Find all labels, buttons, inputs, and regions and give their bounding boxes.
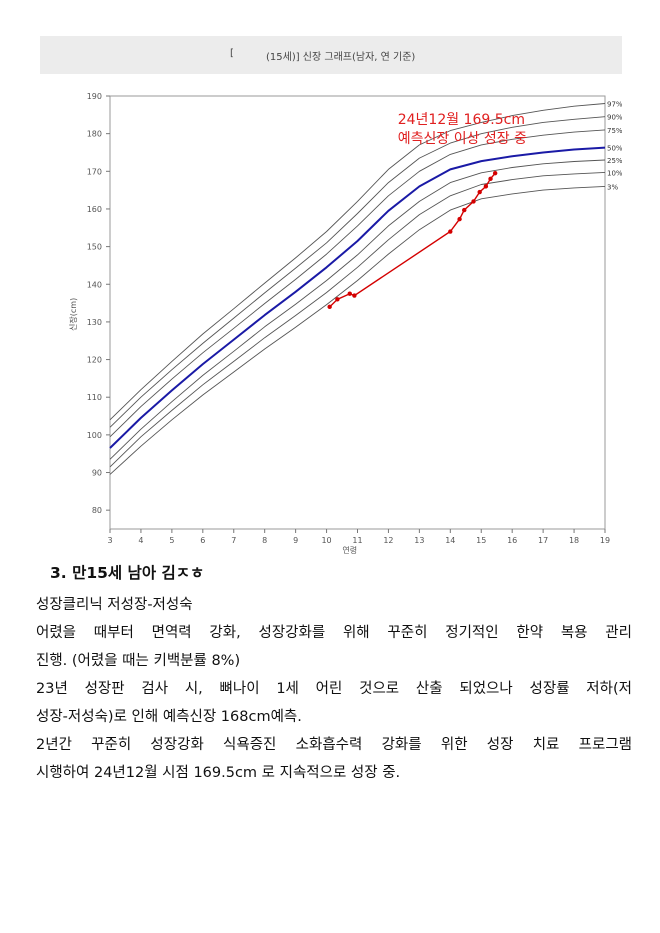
x-tick-label: 5 — [169, 536, 174, 545]
x-tick-label: 7 — [231, 536, 236, 545]
x-tick-label: 14 — [445, 536, 455, 545]
measurement-point — [483, 184, 489, 189]
x-tick-label: 9 — [293, 536, 298, 545]
annotation-line-1: 24년12월 169.5cm — [398, 112, 525, 128]
x-tick-label: 12 — [383, 536, 393, 545]
percentile-curve-10 — [109, 171, 606, 468]
x-tick-label: 16 — [507, 536, 517, 545]
text-line-7: 시행하여 24년12월 시점 169.5cm 로 지속적으로 성장 중. — [36, 765, 401, 781]
text-line-3: 진행. (어렸을 때는 키백분률 8%) — [36, 653, 241, 669]
y-tick-label: 190 — [87, 92, 102, 101]
y-tick-label: 100 — [87, 431, 102, 440]
x-tick-label: 8 — [262, 536, 267, 545]
text-line-4: 23년 성장판 검사 시, 뼈나이 1세 어린 것으로 산출 되었으나 성장률 … — [36, 681, 632, 697]
x-tick-label: 18 — [569, 536, 579, 545]
text-line-5: 성장-저성숙)로 인해 예측신장 168cm예측. — [36, 709, 302, 725]
case-heading: 3. 만15세 남아 김ㅈㅎ — [50, 564, 205, 582]
percentile-label-75: 75% — [607, 127, 622, 135]
x-axis-label: 연령 — [342, 546, 357, 555]
measurement-point — [327, 304, 332, 310]
percentile-label-3: 3% — [607, 183, 618, 191]
measurement-point — [448, 229, 453, 234]
y-tick-label: 130 — [87, 318, 102, 327]
annotation-line-2: 예측신장 이상 성장 중 — [398, 131, 527, 147]
case-description: 3. 만15세 남아 김ㅈㅎ 성장클리닉 저성장-저성숙 어렸을 때부터 면역력… — [36, 561, 632, 787]
y-tick-label: 170 — [87, 167, 102, 176]
x-tick-label: 17 — [538, 536, 548, 545]
text-line-1: 성장클리닉 저성장-저성숙 — [36, 597, 193, 613]
measurement-point — [477, 189, 482, 195]
y-tick-label: 150 — [87, 243, 102, 252]
percentile-label-25: 25% — [607, 157, 622, 165]
percentile-label-50: 50% — [607, 145, 622, 153]
percentile-curve-97 — [109, 103, 606, 421]
percentile-curve-75 — [109, 129, 606, 438]
y-tick-label: 140 — [87, 280, 102, 289]
percentile-label-10: 10% — [607, 169, 622, 177]
text-line-2: 어렸을 때부터 면역력 강화, 성장강화를 위해 꾸준히 정기적인 한약 복용 … — [36, 625, 632, 641]
measurement-point — [352, 293, 357, 298]
y-axis-label: 신장(cm) — [68, 298, 78, 331]
chart-header-title: (15세)] 신장 그래프(남자, 연 기준) — [266, 52, 416, 63]
percentile-label-90: 90% — [607, 114, 622, 122]
measurement-point — [347, 291, 352, 296]
y-tick-label: 160 — [87, 205, 102, 214]
x-tick-label: 10 — [321, 536, 331, 545]
percentile-curve-50 — [109, 146, 606, 449]
percentile-curve-90 — [109, 116, 606, 428]
measurement-point — [457, 216, 462, 222]
y-tick-label: 120 — [87, 356, 102, 365]
percentile-curve-3 — [109, 185, 606, 475]
growth-chart-figure: [ (15세)] 신장 그래프(남자, 연 기준) 80 90 100 110 120 1… — [40, 36, 622, 556]
measurement-point — [488, 176, 493, 182]
x-tick-label: 3 — [107, 536, 112, 545]
growth-chart: 80 90 100 110 120 130 140 150 160 170 180 190 3 4 5 6 7 8… — [68, 92, 622, 555]
y-tick-label: 80 — [92, 506, 102, 515]
x-tick-label: 13 — [414, 536, 424, 545]
percentile-curve-25 — [109, 159, 606, 460]
text-line-6: 2년간 꾸준히 성장강화 식욕증진 소화흡수력 강화를 위한 성장 치료 프로그… — [36, 737, 632, 753]
measurement-point — [462, 207, 467, 213]
measurement-point — [492, 170, 498, 176]
y-tick-label: 180 — [87, 130, 102, 139]
percentile-label-97: 97% — [607, 101, 622, 109]
x-tick-label: 11 — [352, 536, 362, 545]
chart-header: [ (15세)] 신장 그래프(남자, 연 기준) — [40, 36, 622, 74]
measurement-point — [471, 199, 476, 204]
x-tick-label: 4 — [138, 536, 143, 545]
y-tick-label: 110 — [87, 393, 102, 402]
x-tick-label: 15 — [476, 536, 486, 545]
chart-header-bracket: [ — [230, 48, 234, 59]
plot-frame — [109, 95, 606, 530]
x-tick-label: 6 — [200, 536, 205, 545]
measurement-point — [335, 297, 340, 302]
x-tick-label: 19 — [600, 536, 610, 545]
y-tick-label: 90 — [92, 469, 102, 478]
